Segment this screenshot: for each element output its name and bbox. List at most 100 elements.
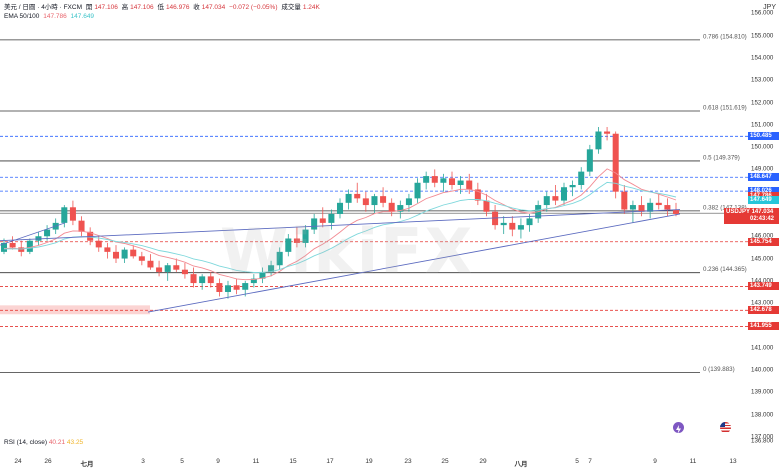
- fib-level-label: 0.786 (154.810): [703, 33, 747, 40]
- time-axis-label: 9: [653, 458, 657, 465]
- time-axis-label: 24: [14, 458, 22, 465]
- candle-body: [604, 131, 611, 134]
- candle-body: [121, 249, 128, 259]
- candle-body: [268, 265, 275, 272]
- candle-body: [104, 247, 111, 252]
- candle-body: [655, 202, 662, 206]
- candle-body: [448, 178, 456, 185]
- candle-body: [276, 251, 283, 266]
- candle-body: [302, 229, 309, 243]
- legend-ema-row: EMA 50/100 147.786 147.649: [4, 12, 322, 21]
- candle-body: [336, 202, 344, 214]
- price-tick-label: 138.000: [751, 411, 774, 419]
- price-tick-label: 150.000: [751, 143, 774, 151]
- candle-body: [517, 225, 524, 230]
- legend-open-label: 開: [85, 4, 93, 11]
- candle-body: [44, 229, 51, 237]
- candle-body: [466, 180, 473, 190]
- lightning-icon[interactable]: [673, 422, 684, 434]
- candle-body: [190, 274, 197, 284]
- legend-change-value: −0.072 (−0.05%): [229, 4, 278, 11]
- time-axis-label: 23: [404, 458, 412, 465]
- ema100-line: [3, 181, 677, 273]
- legend-ema100-value: 147.649: [70, 13, 95, 20]
- candle-body: [9, 242, 16, 248]
- candle-body: [0, 242, 8, 252]
- candle-body: [612, 133, 619, 192]
- rsi-label: RSI (14, close): [4, 439, 47, 446]
- legend-high-value: 147.106: [130, 4, 154, 11]
- price-tick-label: 141.000: [751, 344, 774, 352]
- candle-body: [500, 222, 507, 226]
- price-chart-area[interactable]: 0.786 (154.810) 0.618 (151.619) 0.5 (149.3…: [0, 0, 748, 448]
- time-axis-label: 11: [689, 458, 697, 465]
- candle-body: [233, 285, 240, 290]
- time-axis[interactable]: 24 26 七月 3 5 9 11 15 17 19 23 25 29 八月 5 7 9 11 13: [0, 455, 748, 470]
- price-level-label: USDJPY 147.034 02:43:42: [724, 207, 779, 224]
- fib-level-label: 0.618 (151.619): [703, 105, 747, 112]
- price-tick-label: 140.000: [751, 366, 774, 374]
- candle-body: [293, 238, 300, 243]
- candle-body: [216, 283, 223, 292]
- fib-level-label: 0 (139.883): [703, 366, 735, 373]
- time-axis-label: 26: [44, 458, 52, 465]
- candle-body: [207, 276, 214, 284]
- candle-body: [173, 265, 180, 270]
- legend-ema-label: EMA 50/100: [4, 13, 40, 20]
- candle-body: [431, 176, 438, 183]
- candle-body: [285, 238, 292, 252]
- time-axis-label: 八月: [514, 461, 528, 468]
- candle-body: [181, 269, 188, 275]
- candle-body: [199, 276, 206, 284]
- time-axis-label: 13: [729, 458, 737, 465]
- candle-body: [414, 182, 421, 199]
- price-level-label: 142.678: [748, 306, 779, 315]
- candle-body: [35, 236, 42, 241]
- price-tick-label: 139.000: [751, 388, 774, 396]
- trend-line-short: [0, 222, 66, 246]
- candle-body: [69, 207, 76, 221]
- legend-volume-label: 成交量: [281, 4, 301, 11]
- time-axis-label: 11: [252, 458, 260, 465]
- time-axis-label: 15: [289, 458, 297, 465]
- currency-label: JPY: [763, 4, 776, 11]
- price-tick-label: 146.000: [751, 232, 774, 240]
- price-tick-label: 149.000: [751, 165, 774, 173]
- time-axis-label: 25: [441, 458, 449, 465]
- legend-high-label: 高: [121, 4, 129, 11]
- time-axis-label: 7: [588, 458, 592, 465]
- candle-body: [474, 189, 481, 201]
- price-axis[interactable]: JPY 156.000 155.000 154.000 153.000 152.000 1…: [724, 0, 782, 470]
- candle-body: [78, 220, 85, 232]
- price-level-label: 147.649: [748, 195, 779, 204]
- candle-body: [543, 196, 550, 206]
- legend-close-value: 147.034: [201, 4, 226, 11]
- candle-body: [388, 202, 395, 212]
- candle-body: [112, 251, 120, 259]
- candle-body: [61, 207, 68, 223]
- us-flag-icon[interactable]: [720, 422, 731, 433]
- candle-body: [371, 196, 378, 206]
- rsi-indicator-row[interactable]: RSI (14, close) 40.21 43.25: [0, 437, 748, 448]
- candle-body: [311, 218, 318, 230]
- chart-legend: 美元 / 日圓 · 4小時 · FXCM 開 147.106 高 147.106 低…: [4, 3, 322, 21]
- candle-body: [560, 187, 568, 201]
- candle-body: [621, 191, 628, 210]
- price-tick-label: 145.000: [751, 255, 774, 263]
- ema50-line: [3, 168, 677, 281]
- candle-body: [354, 193, 361, 199]
- legend-low-value: 146.976: [165, 4, 190, 11]
- candle-body: [242, 283, 249, 290]
- candle-body: [509, 222, 516, 230]
- candle-body: [647, 202, 654, 212]
- price-tick-label: 154.000: [751, 54, 774, 62]
- legend-close-label: 收: [193, 4, 200, 11]
- candle-body: [526, 218, 533, 226]
- candle-body: [405, 198, 412, 206]
- candle-body: [95, 240, 102, 248]
- price-tick-label: 152.000: [751, 99, 774, 107]
- candle-body: [380, 196, 387, 203]
- trend-line-lower: [147, 213, 681, 313]
- candle-body: [638, 205, 645, 212]
- legend-ohlc-row: 美元 / 日圓 · 4小時 · FXCM 開 147.106 高 147.106 低…: [4, 3, 322, 12]
